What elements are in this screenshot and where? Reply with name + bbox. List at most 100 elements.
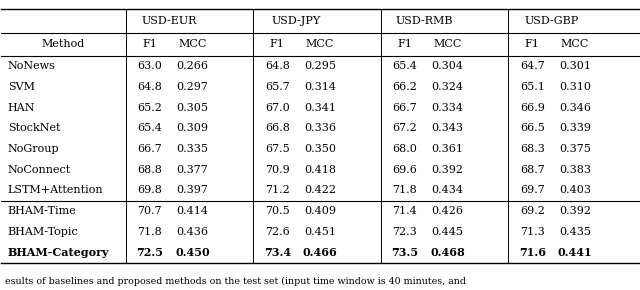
Text: 0.361: 0.361 (431, 144, 463, 154)
Text: 71.6: 71.6 (518, 247, 546, 258)
Text: 0.450: 0.450 (175, 247, 210, 258)
Text: 0.336: 0.336 (304, 123, 336, 133)
Text: 65.4: 65.4 (392, 61, 417, 71)
Text: 71.4: 71.4 (392, 206, 417, 216)
Text: 0.346: 0.346 (559, 103, 591, 113)
Text: StockNet: StockNet (8, 123, 60, 133)
Text: NoGroup: NoGroup (8, 144, 60, 154)
Text: 66.7: 66.7 (392, 103, 417, 113)
Text: MCC: MCC (561, 39, 589, 50)
Text: 65.1: 65.1 (520, 82, 545, 92)
Text: 0.426: 0.426 (431, 206, 463, 216)
Text: 67.5: 67.5 (265, 144, 290, 154)
Text: 0.418: 0.418 (304, 165, 336, 175)
Text: 71.8: 71.8 (392, 185, 417, 195)
Text: 69.8: 69.8 (138, 185, 163, 195)
Text: 0.422: 0.422 (304, 185, 336, 195)
Text: 0.335: 0.335 (177, 144, 209, 154)
Text: 65.4: 65.4 (138, 123, 163, 133)
Text: 0.309: 0.309 (177, 123, 209, 133)
Text: 0.383: 0.383 (559, 165, 591, 175)
Text: 0.375: 0.375 (559, 144, 591, 154)
Text: 0.295: 0.295 (304, 61, 336, 71)
Text: 70.7: 70.7 (138, 206, 162, 216)
Text: LSTM+Attention: LSTM+Attention (8, 185, 104, 195)
Text: 70.5: 70.5 (265, 206, 290, 216)
Text: 66.2: 66.2 (392, 82, 417, 92)
Text: 0.397: 0.397 (177, 185, 209, 195)
Text: 66.5: 66.5 (520, 123, 545, 133)
Text: 0.314: 0.314 (304, 82, 336, 92)
Text: BHAM-Category: BHAM-Category (8, 247, 109, 258)
Text: BHAM-Time: BHAM-Time (8, 206, 77, 216)
Text: 0.297: 0.297 (177, 82, 209, 92)
Text: 67.0: 67.0 (265, 103, 290, 113)
Text: NoConnect: NoConnect (8, 165, 71, 175)
Text: 66.8: 66.8 (265, 123, 290, 133)
Text: 0.266: 0.266 (177, 61, 209, 71)
Text: 66.7: 66.7 (138, 144, 162, 154)
Text: 64.8: 64.8 (138, 82, 163, 92)
Text: 0.310: 0.310 (559, 82, 591, 92)
Text: 68.7: 68.7 (520, 165, 545, 175)
Text: 0.350: 0.350 (304, 144, 336, 154)
Text: 68.3: 68.3 (520, 144, 545, 154)
Text: 69.2: 69.2 (520, 206, 545, 216)
Text: 73.4: 73.4 (264, 247, 291, 258)
Text: 0.392: 0.392 (431, 165, 463, 175)
Text: 71.8: 71.8 (138, 227, 162, 237)
Text: 0.451: 0.451 (304, 227, 336, 237)
Text: 71.3: 71.3 (520, 227, 545, 237)
Text: 0.468: 0.468 (430, 247, 465, 258)
Text: 0.441: 0.441 (557, 247, 592, 258)
Text: 63.0: 63.0 (138, 61, 163, 71)
Text: USD-EUR: USD-EUR (141, 16, 196, 26)
Text: F1: F1 (397, 39, 412, 50)
Text: 0.434: 0.434 (431, 185, 463, 195)
Text: esults of baselines and proposed methods on the test set (input time window is 4: esults of baselines and proposed methods… (4, 277, 465, 286)
Text: 71.2: 71.2 (265, 185, 290, 195)
Text: 72.5: 72.5 (136, 247, 163, 258)
Text: 73.5: 73.5 (391, 247, 419, 258)
Text: USD-GBP: USD-GBP (524, 16, 579, 26)
Text: 0.435: 0.435 (559, 227, 591, 237)
Text: 0.304: 0.304 (431, 61, 463, 71)
Text: 67.2: 67.2 (392, 123, 417, 133)
Text: USD-JPY: USD-JPY (272, 16, 321, 26)
Text: 72.6: 72.6 (265, 227, 290, 237)
Text: F1: F1 (525, 39, 540, 50)
Text: 72.3: 72.3 (392, 227, 417, 237)
Text: NoNews: NoNews (8, 61, 56, 71)
Text: 0.436: 0.436 (177, 227, 209, 237)
Text: 0.409: 0.409 (304, 206, 336, 216)
Text: 0.305: 0.305 (177, 103, 209, 113)
Text: F1: F1 (143, 39, 157, 50)
Text: 66.9: 66.9 (520, 103, 545, 113)
Text: SVM: SVM (8, 82, 35, 92)
Text: 68.0: 68.0 (392, 144, 417, 154)
Text: F1: F1 (270, 39, 285, 50)
Text: 69.7: 69.7 (520, 185, 545, 195)
Text: 0.334: 0.334 (431, 103, 463, 113)
Text: 0.377: 0.377 (177, 165, 209, 175)
Text: USD-RMB: USD-RMB (395, 16, 452, 26)
Text: 65.2: 65.2 (138, 103, 163, 113)
Text: 65.7: 65.7 (265, 82, 290, 92)
Text: 0.343: 0.343 (431, 123, 463, 133)
Text: 0.403: 0.403 (559, 185, 591, 195)
Text: 64.8: 64.8 (265, 61, 290, 71)
Text: BHAM-Topic: BHAM-Topic (8, 227, 79, 237)
Text: MCC: MCC (179, 39, 207, 50)
Text: 0.445: 0.445 (431, 227, 463, 237)
Text: 69.6: 69.6 (392, 165, 417, 175)
Text: MCC: MCC (433, 39, 461, 50)
Text: 0.414: 0.414 (177, 206, 209, 216)
Text: 0.392: 0.392 (559, 206, 591, 216)
Text: 0.339: 0.339 (559, 123, 591, 133)
Text: MCC: MCC (306, 39, 334, 50)
Text: 0.301: 0.301 (559, 61, 591, 71)
Text: 68.8: 68.8 (138, 165, 163, 175)
Text: 64.7: 64.7 (520, 61, 545, 71)
Text: 0.466: 0.466 (303, 247, 337, 258)
Text: Method: Method (42, 39, 85, 50)
